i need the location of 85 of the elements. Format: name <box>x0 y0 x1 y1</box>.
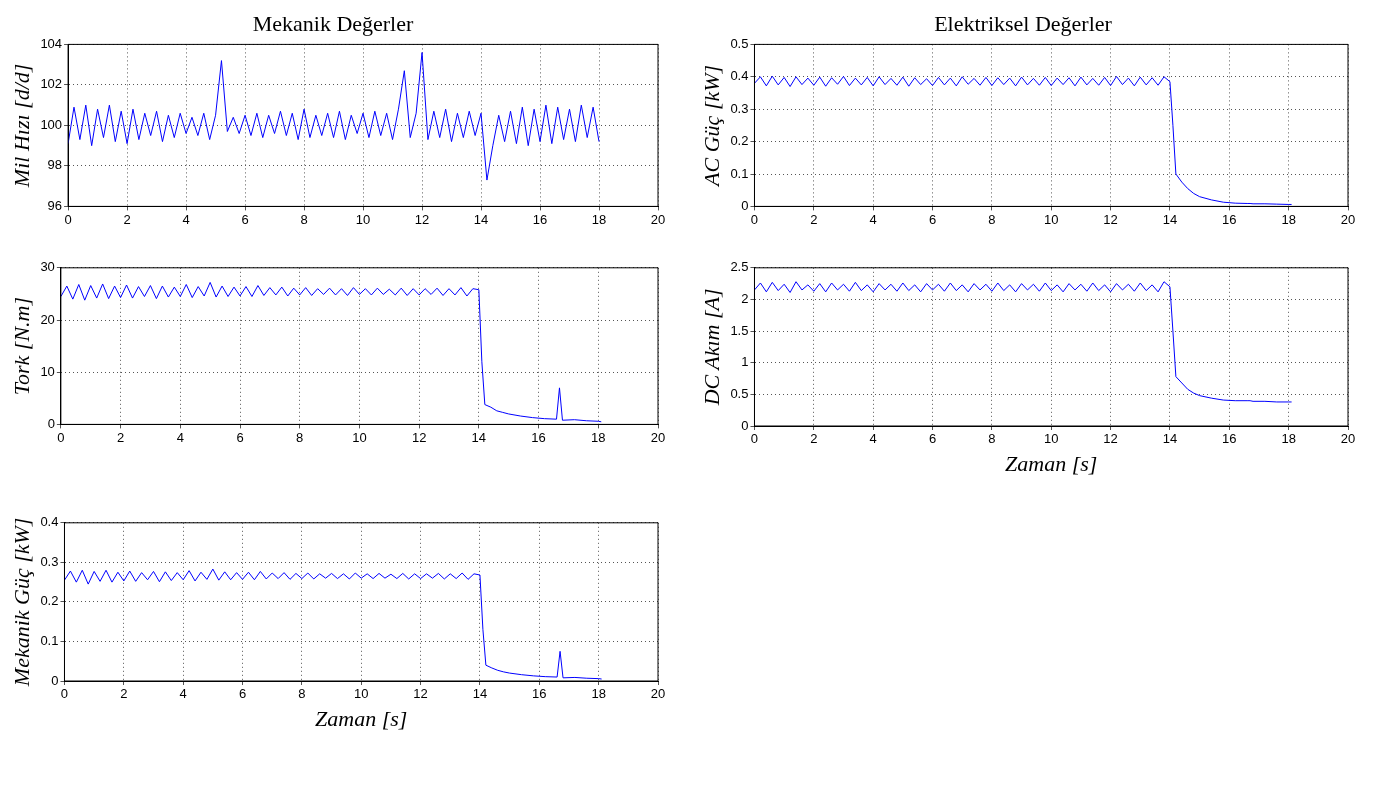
y-tick-label: 1.5 <box>730 322 749 338</box>
x-tick-label: 8 <box>298 686 306 702</box>
x-tick-label: 14 <box>471 429 487 445</box>
x-tick-label: 4 <box>869 211 877 227</box>
y-axis-title: DC Akım [A] <box>698 288 724 407</box>
y-axis-title: Mil Hızı [d/d] <box>8 63 34 189</box>
y-tick-label: 102 <box>40 76 63 92</box>
x-tick-label: 6 <box>241 211 249 227</box>
x-tick-label: 4 <box>176 429 184 445</box>
y-tick-label: 0.1 <box>730 165 749 181</box>
x-tick-label: 10 <box>354 686 369 702</box>
y-tick-label: 0 <box>51 672 59 688</box>
y-axis-title: Mekanik Güç [kW] <box>8 517 34 688</box>
x-tick-label: 18 <box>591 429 606 445</box>
y-tick-label: 0.1 <box>40 633 59 649</box>
y-tick-label: 100 <box>40 116 63 132</box>
y-tick-label: 0.2 <box>730 133 749 149</box>
y-axis-title: Tork [N.m] <box>8 296 34 396</box>
x-tick-label: 6 <box>928 211 937 227</box>
y-tick-label: 0.5 <box>730 385 749 401</box>
y-tick-label: 0 <box>47 415 55 431</box>
chart-title: Elektriksel Değerler <box>934 10 1113 36</box>
x-tick-label: 20 <box>1340 431 1356 447</box>
y-tick-label: 2.5 <box>730 259 749 275</box>
x-tick-label: 16 <box>532 211 548 227</box>
x-tick-label: 14 <box>473 211 489 227</box>
y-tick-label: 0.2 <box>40 593 59 609</box>
x-tick-label: 12 <box>411 429 427 445</box>
x-tick-label: 18 <box>1281 211 1296 227</box>
y-tick-label: 0.4 <box>40 514 59 530</box>
x-tick-label: 14 <box>472 686 488 702</box>
x-tick-label: 12 <box>1103 211 1118 227</box>
x-tick-label: 12 <box>1103 431 1118 447</box>
x-tick-label: 4 <box>182 211 190 227</box>
x-tick-label: 16 <box>1222 211 1237 227</box>
y-tick-label: 30 <box>40 259 55 275</box>
y-tick-label: 0.4 <box>730 68 749 84</box>
x-tick-label: 10 <box>352 429 367 445</box>
chart-title: Mekanik Değerler <box>252 10 414 36</box>
y-tick-label: 104 <box>40 35 63 51</box>
x-tick-label: 2 <box>120 686 128 702</box>
x-tick-label: 4 <box>869 431 877 447</box>
x-axis-title: Zaman [s] <box>315 705 408 731</box>
x-tick-label: 18 <box>591 211 607 227</box>
x-tick-label: 10 <box>355 211 371 227</box>
x-tick-label: 8 <box>296 429 304 445</box>
x-tick-label: 20 <box>1340 211 1356 227</box>
y-tick-label: 0.5 <box>730 35 749 51</box>
x-tick-label: 20 <box>650 686 666 702</box>
x-tick-label: 20 <box>650 429 666 445</box>
x-tick-label: 12 <box>413 686 428 702</box>
x-tick-label: 10 <box>1044 431 1059 447</box>
y-axis-title: AC Güç [kW] <box>698 64 724 188</box>
x-tick-label: 14 <box>1162 431 1178 447</box>
x-tick-label: 2 <box>810 431 818 447</box>
x-tick-label: 6 <box>928 431 937 447</box>
x-tick-label: 4 <box>179 686 187 702</box>
x-tick-label: 10 <box>1044 211 1059 227</box>
x-tick-label: 12 <box>414 211 430 227</box>
x-tick-label: 2 <box>123 211 131 227</box>
y-tick-label: 98 <box>47 157 63 173</box>
x-tick-label: 16 <box>531 429 546 445</box>
x-tick-label: 14 <box>1162 211 1178 227</box>
y-tick-label: 10 <box>40 363 55 379</box>
x-tick-label: 8 <box>988 431 996 447</box>
x-tick-label: 16 <box>1222 431 1237 447</box>
y-tick-label: 0.3 <box>730 100 749 116</box>
y-tick-label: 2 <box>741 291 749 307</box>
y-tick-label: 0.3 <box>40 553 59 569</box>
x-tick-label: 2 <box>116 429 125 445</box>
x-tick-label: 18 <box>591 686 606 702</box>
x-tick-label: 6 <box>236 429 244 445</box>
x-tick-label: 18 <box>1281 431 1296 447</box>
x-tick-label: 6 <box>238 686 247 702</box>
x-tick-label: 2 <box>810 211 818 227</box>
y-tick-label: 96 <box>47 197 63 213</box>
x-tick-label: 8 <box>300 211 308 227</box>
y-tick-label: 0 <box>741 417 749 433</box>
x-tick-label: 16 <box>532 686 547 702</box>
y-tick-label: 0 <box>741 197 749 213</box>
x-tick-label: 8 <box>988 211 996 227</box>
y-tick-label: 20 <box>40 311 55 327</box>
y-tick-label: 1 <box>741 354 749 370</box>
x-axis-title: Zaman [s] <box>1005 450 1098 476</box>
x-tick-label: 20 <box>650 211 666 227</box>
